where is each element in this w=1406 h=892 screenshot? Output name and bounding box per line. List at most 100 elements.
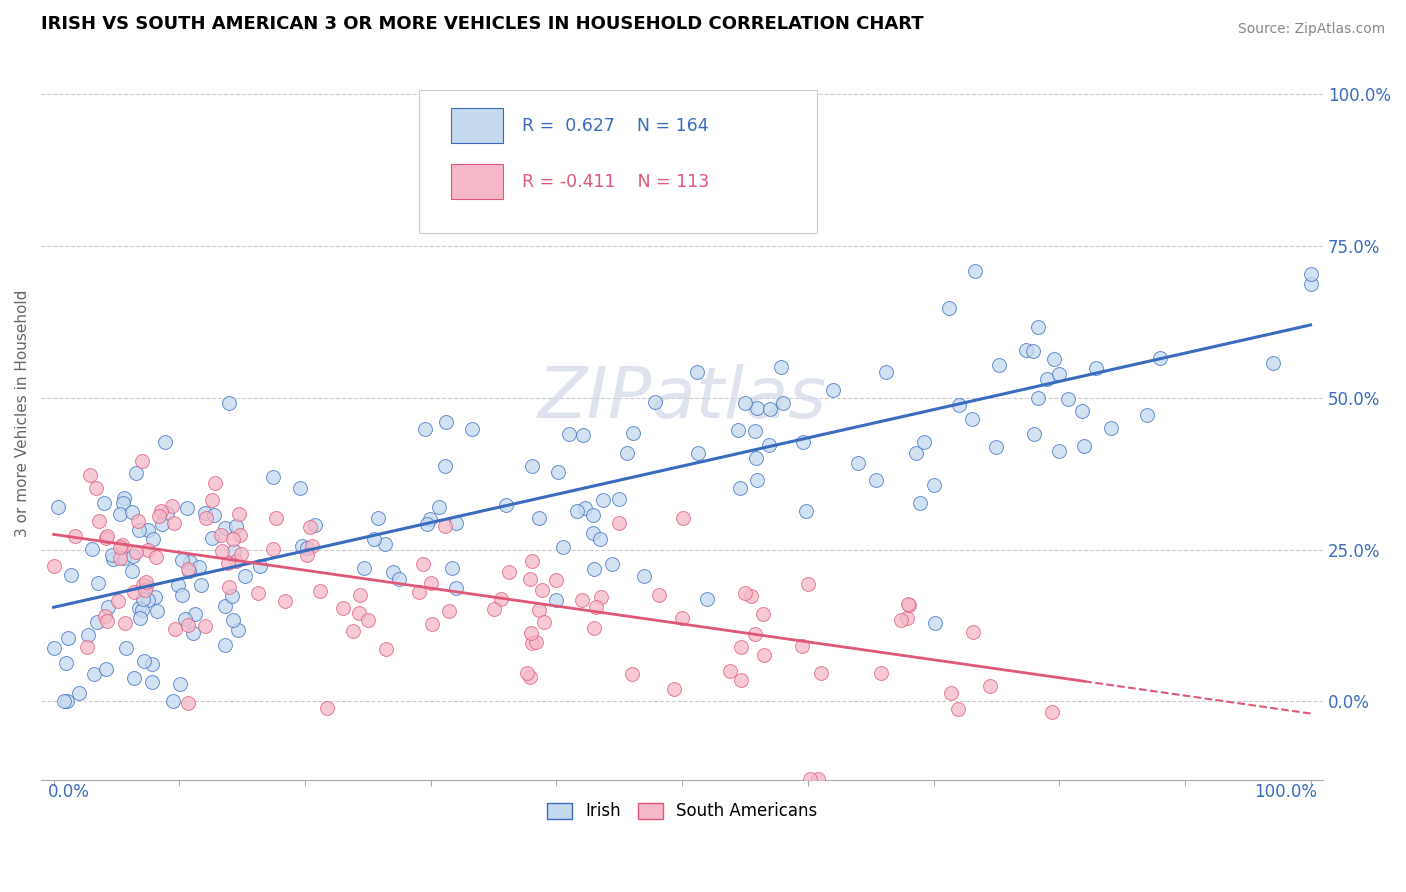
Point: [388, 572, 411, 586]
Point: [582, 508, 605, 522]
Point: [295, 541, 318, 556]
Point: [910, 496, 932, 510]
Point: [444, 582, 467, 596]
Point: [349, 588, 371, 602]
Point: [671, 611, 693, 625]
Point: [76, 628, 98, 642]
Point: [135, 574, 157, 589]
Point: [794, 504, 817, 518]
Point: [225, 554, 247, 568]
Point: [63, 528, 86, 542]
Point: [527, 603, 550, 617]
Point: [150, 516, 173, 531]
Point: [214, 599, 236, 613]
Point: [1085, 361, 1108, 376]
Point: [662, 681, 685, 696]
Point: [520, 636, 543, 650]
Point: [740, 589, 762, 603]
Point: [114, 615, 136, 630]
Point: [744, 627, 766, 641]
Point: [202, 508, 225, 523]
Point: [209, 527, 232, 541]
Point: [353, 560, 375, 574]
Point: [790, 640, 813, 654]
Point: [55, 656, 77, 670]
Point: [150, 504, 173, 518]
Point: [519, 670, 541, 684]
Point: [734, 396, 756, 410]
Point: [440, 561, 463, 575]
Point: [585, 600, 607, 615]
Point: [174, 612, 197, 626]
Point: [122, 584, 145, 599]
Point: [686, 446, 709, 460]
Point: [363, 533, 385, 547]
Point: [727, 423, 749, 437]
Point: [520, 554, 543, 568]
Point: [179, 564, 201, 578]
Point: [187, 559, 209, 574]
Point: [769, 360, 792, 375]
Point: [1299, 277, 1322, 292]
Point: [131, 453, 153, 467]
Point: [56, 632, 79, 646]
Point: [1299, 267, 1322, 281]
Point: [589, 533, 612, 547]
Point: [141, 675, 163, 690]
Point: [759, 402, 782, 417]
Legend: Irish, South Americans: Irish, South Americans: [540, 796, 824, 827]
Point: [1043, 351, 1066, 366]
Point: [143, 591, 166, 605]
Point: [745, 450, 768, 465]
Point: [621, 425, 644, 440]
Point: [204, 475, 226, 490]
Point: [84, 481, 107, 495]
Point: [434, 519, 457, 533]
Point: [121, 504, 143, 518]
Point: [76, 640, 98, 654]
Point: [97, 600, 120, 615]
Point: [963, 263, 986, 277]
Point: [93, 496, 115, 510]
Point: [108, 550, 131, 565]
Point: [274, 593, 297, 607]
Point: [129, 610, 152, 624]
Point: [672, 511, 695, 525]
Point: [938, 301, 960, 315]
Point: [419, 576, 441, 591]
Point: [52, 694, 75, 708]
Point: [114, 640, 136, 655]
Point: [165, 622, 187, 636]
Point: [176, 501, 198, 516]
Point: [745, 473, 768, 487]
Point: [686, 365, 709, 379]
Point: [222, 532, 245, 546]
Point: [112, 550, 135, 565]
Point: [316, 700, 339, 714]
Bar: [451, 108, 502, 144]
Point: [574, 500, 596, 515]
Point: [846, 456, 869, 470]
Point: [444, 516, 467, 530]
Point: [170, 553, 193, 567]
Point: [194, 511, 217, 525]
Point: [201, 493, 224, 508]
Point: [571, 593, 593, 607]
Point: [422, 617, 444, 632]
Point: [134, 583, 156, 598]
Point: [752, 648, 775, 662]
Point: [644, 395, 666, 409]
Point: [101, 549, 124, 563]
Point: [128, 600, 150, 615]
Point: [89, 514, 111, 528]
Text: R =  0.627    N = 164: R = 0.627 N = 164: [522, 117, 709, 135]
Point: [218, 556, 240, 570]
Point: [1261, 356, 1284, 370]
Point: [122, 671, 145, 685]
Point: [582, 621, 605, 635]
Point: [374, 536, 396, 550]
Point: [128, 524, 150, 538]
Point: [111, 538, 134, 552]
Point: [547, 466, 569, 480]
Point: [620, 667, 643, 681]
